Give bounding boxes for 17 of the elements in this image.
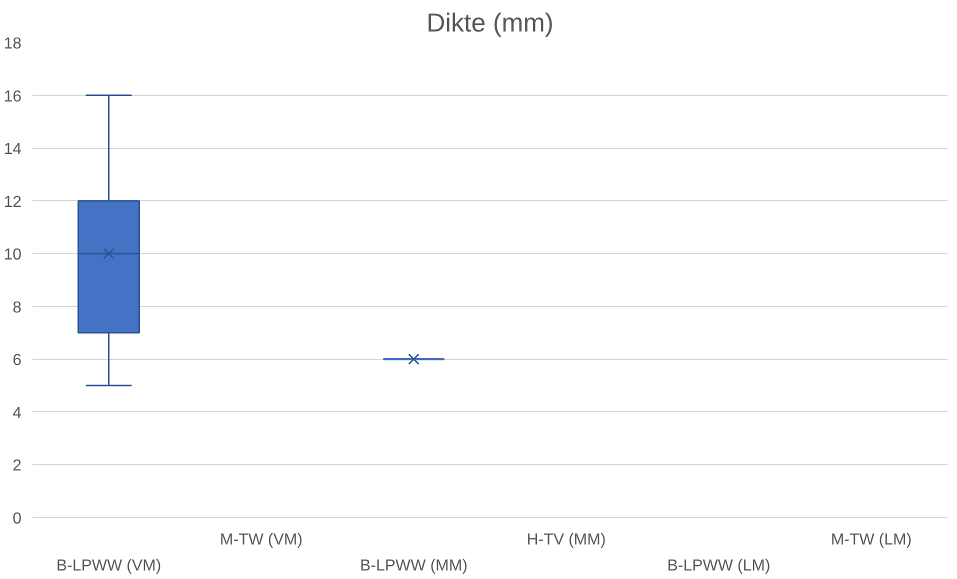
x-tick-label: M-TW (VM) bbox=[220, 532, 303, 548]
x-tick-label: H-TV (MM) bbox=[526, 532, 606, 548]
y-tick-label: 12 bbox=[4, 194, 22, 211]
x-tick-label: B-LPWW (VM) bbox=[56, 558, 162, 574]
x-tick-label: B-LPWW (LM) bbox=[667, 558, 770, 574]
y-tick-label: 8 bbox=[12, 299, 22, 316]
y-tick-label: 0 bbox=[12, 510, 22, 528]
x-tick-label: B-LPWW (MM) bbox=[360, 558, 468, 574]
y-tick-label: 2 bbox=[12, 458, 22, 475]
y-tick-label: 10 bbox=[4, 246, 22, 264]
y-tick-label: 18 bbox=[4, 36, 22, 52]
y-tick-label: 14 bbox=[4, 141, 22, 158]
y-tick-label: 6 bbox=[12, 352, 22, 370]
x-tick-label: M-TW (LM) bbox=[830, 532, 912, 548]
y-tick-label: 16 bbox=[4, 88, 22, 106]
y-tick-label: 4 bbox=[12, 404, 22, 422]
chart-title: Dikte (mm) bbox=[426, 8, 554, 38]
